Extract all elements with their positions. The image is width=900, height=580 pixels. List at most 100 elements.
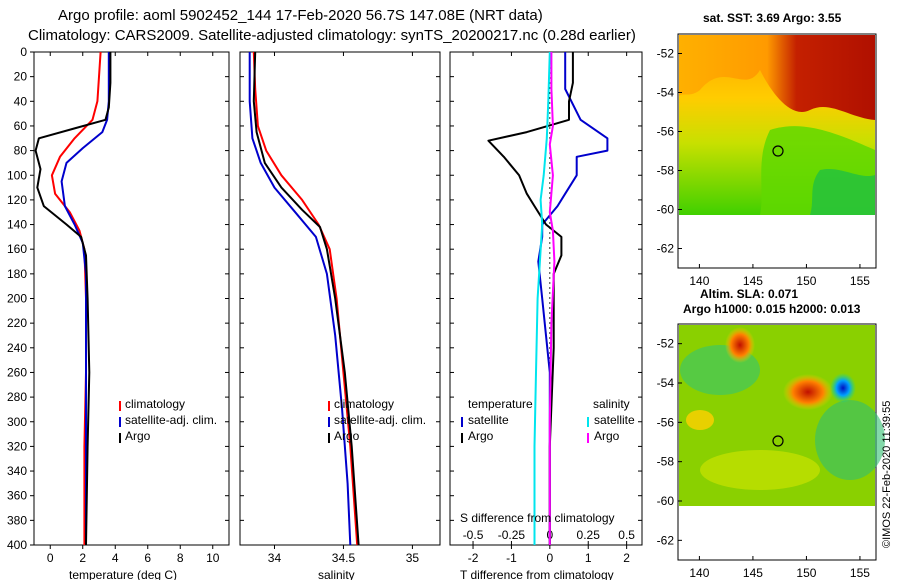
x-tick-label: 0 bbox=[47, 551, 54, 565]
x-tick-label: 2 bbox=[79, 551, 86, 565]
series-line-climatology bbox=[50, 51, 102, 545]
map-x-tick-label: 140 bbox=[689, 274, 709, 288]
depth-tick-label: 20 bbox=[14, 70, 28, 84]
depth-tick-label: 320 bbox=[7, 439, 27, 453]
salinity-panel-frame bbox=[239, 51, 441, 546]
depth-tick-label: 0 bbox=[20, 45, 27, 59]
legend-climatology: climatology bbox=[334, 397, 394, 411]
depth-axis: 0 20 40 60 80 100 120 140 160 180 200 220 240 260 280 3… bbox=[7, 45, 642, 552]
depth-tick-label: 160 bbox=[7, 242, 27, 256]
legend-t-satellite: satellite bbox=[468, 413, 509, 427]
salinity-chart: 34 34.5 35 bbox=[248, 51, 420, 565]
sla-argo-marker bbox=[772, 435, 784, 447]
salinity-xlabel: salinity bbox=[318, 568, 355, 580]
x-tick-label: 2 bbox=[623, 551, 630, 565]
series-line-climatology bbox=[252, 51, 359, 546]
temperature-xlabel: temperature (deg C) bbox=[69, 568, 177, 580]
x-tick-label: 35 bbox=[406, 551, 420, 565]
series-line-salinity-argo bbox=[548, 52, 556, 545]
depth-tick-label: 240 bbox=[7, 341, 27, 355]
map-y-tick-label: -52 bbox=[657, 47, 675, 61]
sst-coldest-region bbox=[810, 168, 875, 215]
sst-map: 140 145 150 155 -52 -54 -56 -58 -60 -62 bbox=[657, 33, 877, 288]
series-line-temperature-argo bbox=[487, 52, 574, 545]
sla-axes: 140 145 150 155 -52 -54 -56 -58 -60 -62 bbox=[657, 337, 871, 580]
map-y-tick-label: -58 bbox=[657, 164, 675, 178]
x-tick-label: 6 bbox=[144, 551, 151, 565]
depth-tick-label: 220 bbox=[7, 316, 27, 330]
map-y-tick-label: -58 bbox=[657, 455, 675, 469]
sst-argo-marker bbox=[772, 145, 784, 157]
legend-satellite: satellite-adj. clim. bbox=[125, 413, 217, 427]
x-tick-label: -1 bbox=[506, 551, 517, 565]
depth-tick-label: 180 bbox=[7, 267, 27, 281]
sla-map: 140 145 150 155 -52 -54 -56 -58 -60 -62 bbox=[657, 323, 885, 580]
legend-s-satellite: satellite bbox=[594, 413, 635, 427]
sla-cold-eddy bbox=[830, 373, 856, 403]
map-y-tick-label: -52 bbox=[657, 337, 675, 351]
temperature-panel-frame bbox=[33, 51, 230, 546]
legend-temperature-title: temperature bbox=[468, 397, 533, 411]
map-y-tick-label: -54 bbox=[657, 376, 675, 390]
depth-tick-label: 100 bbox=[7, 168, 27, 182]
depth-tick-label: 280 bbox=[7, 390, 27, 404]
sla-green-patch bbox=[815, 400, 885, 480]
map-x-tick-label: 140 bbox=[689, 566, 709, 580]
x2-tick-label: -0.25 bbox=[498, 528, 526, 542]
sst-map-title: sat. SST: 3.69 Argo: 3.55 bbox=[703, 11, 842, 25]
sla-yellow-patch bbox=[686, 410, 714, 430]
legend-argo: Argo bbox=[125, 429, 151, 443]
depth-tick-label: 260 bbox=[7, 365, 27, 379]
x2-tick-label: 0.25 bbox=[577, 528, 601, 542]
x-tick-label: 10 bbox=[206, 551, 220, 565]
legend-climatology: climatology bbox=[125, 397, 185, 411]
legend-t-argo: Argo bbox=[468, 429, 494, 443]
salinity-legend: climatology satellite-adj. clim. Argo bbox=[328, 397, 426, 443]
temperature-legend: climatology satellite-adj. clim. Argo bbox=[119, 397, 217, 443]
difference-x2label: S difference from climatology bbox=[460, 511, 615, 525]
x-tick-label: 1 bbox=[585, 551, 592, 565]
depth-tick-label: 200 bbox=[7, 292, 27, 306]
depth-tick-label: 400 bbox=[7, 538, 27, 552]
x2-tick-label: 0.5 bbox=[618, 528, 635, 542]
imos-stamp: ©IMOS 22-Feb-2020 11:39:55 bbox=[881, 401, 893, 548]
map-y-tick-label: -60 bbox=[657, 203, 675, 217]
difference-legend: temperature satellite Argo salinity sate… bbox=[461, 397, 635, 443]
header-line2: Climatology: CARS2009. Satellite-adjuste… bbox=[28, 27, 636, 44]
x-tick-label: 34.5 bbox=[332, 551, 356, 565]
map-x-tick-label: 150 bbox=[796, 566, 816, 580]
depth-tick-label: 340 bbox=[7, 464, 27, 478]
difference-xlabel: T difference from climatology bbox=[460, 568, 614, 580]
depth-tick-label: 120 bbox=[7, 193, 27, 207]
map-y-tick-label: -54 bbox=[657, 86, 675, 100]
series-line-argo bbox=[34, 52, 112, 546]
depth-tick-label: 80 bbox=[14, 144, 28, 158]
depth-tick-label: 380 bbox=[7, 513, 27, 527]
sla-warm-eddy bbox=[725, 327, 755, 363]
sla-yellow-patch bbox=[700, 450, 820, 490]
x-tick-label: 4 bbox=[112, 551, 119, 565]
map-y-tick-label: -60 bbox=[657, 494, 675, 508]
legend-satellite: satellite-adj. clim. bbox=[334, 413, 426, 427]
series-line-argo bbox=[252, 51, 360, 546]
sst-warm-region bbox=[679, 35, 875, 120]
map-x-tick-label: 150 bbox=[796, 274, 816, 288]
depth-tick-label: 60 bbox=[14, 119, 28, 133]
map-x-tick-label: 145 bbox=[743, 566, 763, 580]
depth-tick-label: 40 bbox=[14, 94, 28, 108]
depth-tick-label: 360 bbox=[7, 489, 27, 503]
series-line-temperature-satellite bbox=[537, 52, 609, 545]
x2-tick-label: -0.5 bbox=[463, 528, 484, 542]
map-y-tick-label: -56 bbox=[657, 125, 675, 139]
x-tick-label: 8 bbox=[177, 551, 184, 565]
map-x-tick-label: 145 bbox=[743, 274, 763, 288]
sla-map-title2: Argo h1000: 0.015 h2000: 0.013 bbox=[683, 302, 861, 316]
series-line-salinity-satellite bbox=[533, 51, 551, 545]
difference-chart: -2 -1 0 1 2-0.5 -0.25 0 0.25 0.5 bbox=[463, 51, 635, 565]
sla-warm-eddy bbox=[783, 374, 833, 410]
legend-s-argo: Argo bbox=[594, 429, 620, 443]
sla-map-title1: Altim. SLA: 0.071 bbox=[700, 287, 798, 301]
map-y-tick-label: -62 bbox=[657, 242, 675, 256]
depth-tick-label: 300 bbox=[7, 415, 27, 429]
